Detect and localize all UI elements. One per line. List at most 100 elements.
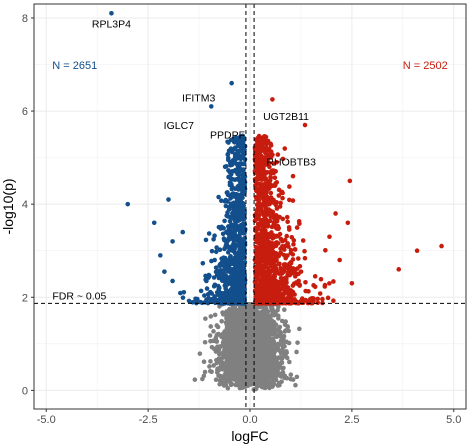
gene-label: UGT2B11 <box>263 111 309 123</box>
up-point <box>315 296 321 302</box>
up-point <box>271 161 277 166</box>
down-point <box>209 248 215 254</box>
ns-point <box>239 363 245 369</box>
ns-point <box>282 373 288 379</box>
up-point <box>261 224 266 230</box>
up-point <box>297 263 303 269</box>
ns-point <box>274 357 279 362</box>
up-point <box>282 262 288 267</box>
ns-point <box>252 356 258 362</box>
ns-point <box>269 307 274 313</box>
down-highlight-point <box>151 220 157 226</box>
down-point <box>239 202 244 207</box>
up-point <box>253 158 259 164</box>
up-point <box>262 175 268 181</box>
down-point <box>178 290 183 296</box>
up-point <box>265 265 271 271</box>
up-point <box>274 206 280 211</box>
ns-point <box>214 360 220 366</box>
down-point <box>232 160 238 165</box>
down-point <box>227 180 233 185</box>
down-point <box>223 203 229 209</box>
down-highlight-point <box>170 239 175 244</box>
ns-point <box>202 339 208 345</box>
up-point <box>267 282 272 287</box>
up-point <box>310 300 315 306</box>
down-point <box>224 241 229 246</box>
down-point <box>233 263 238 269</box>
up-point <box>278 275 284 281</box>
ns-point <box>226 312 231 318</box>
down-point <box>227 247 232 253</box>
ns-point <box>235 318 240 324</box>
ns-point <box>223 371 229 376</box>
fdr-threshold-label: FDR ~ 0.05 <box>52 290 106 302</box>
ns-point <box>203 316 208 321</box>
ns-point <box>264 367 270 372</box>
ns-point <box>232 313 238 318</box>
ns-point <box>201 373 207 379</box>
up-point <box>257 253 263 259</box>
up-point <box>322 284 328 289</box>
x-axis-title: logFC <box>231 428 268 444</box>
up-point <box>260 155 265 160</box>
gene-label: IGLC7 <box>164 120 195 132</box>
ns-point <box>235 371 241 377</box>
down-point <box>205 300 211 306</box>
ns-point <box>273 328 279 334</box>
down-point <box>217 247 223 252</box>
down-point <box>223 256 228 262</box>
gene-label: PPDPF <box>210 130 245 142</box>
ns-point <box>231 325 237 331</box>
up-point <box>272 175 278 181</box>
down-point <box>235 275 240 281</box>
ns-point <box>248 331 254 337</box>
up-point <box>292 247 298 252</box>
up-highlight-point <box>345 220 351 226</box>
up-point <box>255 196 261 201</box>
up-point <box>284 275 289 280</box>
up-point <box>259 231 265 236</box>
down-point <box>236 287 241 292</box>
up-point <box>268 245 274 251</box>
ns-point <box>242 315 248 320</box>
ns-point <box>261 315 266 320</box>
ns-point <box>217 345 222 351</box>
down-point <box>240 190 245 196</box>
down-point <box>218 293 224 298</box>
ns-point <box>228 380 234 386</box>
ns-point <box>233 307 239 313</box>
ns-point <box>282 353 287 359</box>
down-point <box>220 259 226 265</box>
up-point <box>309 296 315 301</box>
up-point <box>320 296 325 302</box>
down-point <box>239 295 245 301</box>
down-point <box>240 274 246 279</box>
ns-point <box>283 328 288 333</box>
ns-point <box>215 367 220 373</box>
up-point <box>285 288 291 293</box>
ns-point <box>249 318 254 324</box>
ns-point <box>265 347 271 353</box>
ns-point <box>277 324 283 330</box>
down-point <box>233 242 239 248</box>
up-point <box>299 300 305 306</box>
ns-point <box>263 334 269 340</box>
up-point <box>264 239 270 245</box>
down-point <box>218 270 224 276</box>
down-point <box>232 236 238 242</box>
down-point <box>212 257 217 263</box>
ns-point <box>261 305 266 311</box>
ns-point <box>270 331 276 337</box>
down-point <box>203 237 209 243</box>
up-point <box>277 288 282 294</box>
up-point <box>292 274 298 279</box>
down-highlight-point <box>162 269 167 274</box>
down-point <box>213 249 219 255</box>
up-point <box>280 266 286 271</box>
up-point <box>296 278 301 284</box>
up-point <box>274 285 279 290</box>
up-point <box>260 158 265 164</box>
up-point <box>284 214 290 220</box>
up-point <box>254 232 259 238</box>
